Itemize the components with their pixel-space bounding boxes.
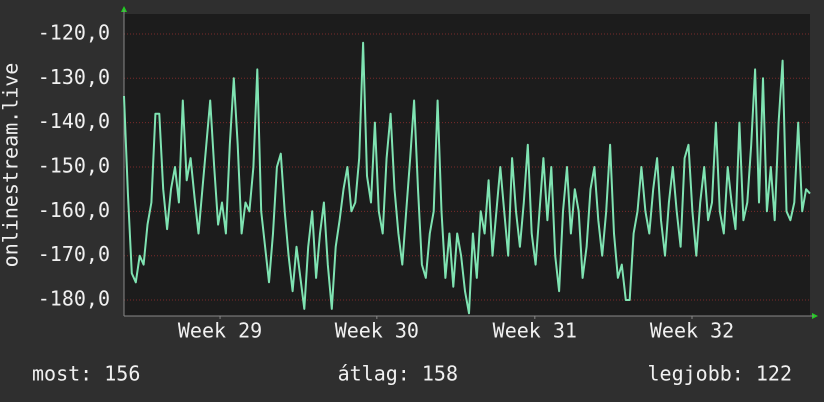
footer-average: átlag: 158 (338, 362, 458, 386)
axis-arrow (812, 313, 818, 319)
data-line (123, 41, 811, 315)
x-tick-label: Week 29 (178, 319, 262, 343)
y-tick-label: -170,0 (38, 242, 110, 266)
y-tick-label: -150,0 (38, 153, 110, 177)
x-tick-label: Week 30 (335, 319, 419, 343)
x-tick-label: Week 31 (493, 319, 577, 343)
y-tick-label: -120,0 (38, 20, 110, 44)
y-tick-label: -140,0 (38, 109, 110, 133)
footer-max: legjobb: 122 (648, 362, 793, 386)
y-tick-label: -160,0 (38, 198, 110, 222)
y-tick-label: -130,0 (38, 65, 110, 89)
x-tick-label: Week 32 (650, 319, 734, 343)
y-tick-label: -180,0 (38, 287, 110, 311)
y-axis-label: onlinestream.live (0, 63, 23, 268)
axis-arrow (121, 6, 127, 12)
plot-area (124, 14, 810, 316)
footer-current: most: 156 (32, 362, 140, 386)
